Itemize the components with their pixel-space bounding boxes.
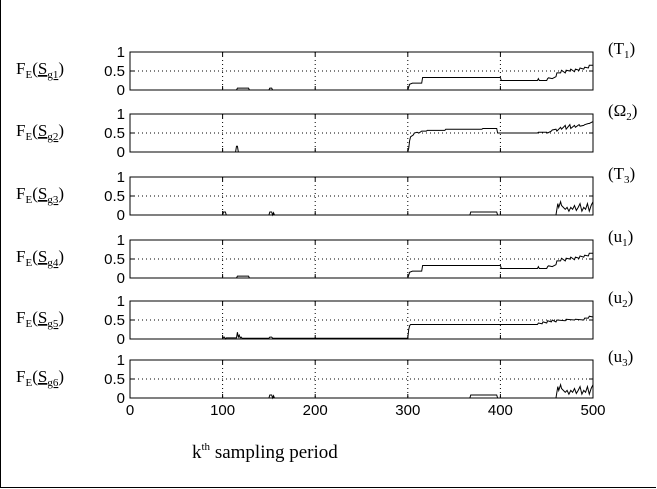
y-tick-label: 1 (117, 293, 125, 310)
y-tick-label: 0 (117, 144, 125, 161)
y-axis-label: FE(Sg4) (16, 247, 64, 269)
y-tick-label: 0 (117, 207, 125, 224)
y-tick-label: 0.5 (104, 125, 125, 142)
panel-variable-label: (T1) (608, 39, 635, 61)
x-tick-label: 200 (303, 402, 328, 419)
panel-variable-label: (u1) (608, 227, 633, 249)
panel-variable-label: (u3) (608, 347, 633, 369)
y-axis-label: FE(Sg3) (16, 184, 64, 206)
y-tick-label: 0.5 (104, 371, 125, 388)
y-tick-label: 0.5 (104, 63, 125, 80)
y-tick-label: 0 (117, 270, 125, 287)
axes-box (129, 359, 594, 399)
y-tick-label: 1 (117, 106, 125, 123)
panel-variable-label: (T3) (608, 164, 635, 186)
y-tick-label: 1 (117, 352, 125, 369)
y-tick-label: 0.5 (104, 312, 125, 329)
panel-2: 0 0.5 1 FE(Sg2) (Ω2) (16, 101, 637, 161)
series-line (130, 199, 594, 217)
axes-box (129, 176, 594, 216)
x-tick-label: 100 (210, 402, 235, 419)
y-tick-label: 1 (117, 169, 125, 186)
x-tick-label: 300 (395, 402, 420, 419)
series-line (130, 64, 593, 91)
y-axis-label: FE(Sg6) (16, 367, 64, 389)
x-tick-label: 400 (488, 402, 513, 419)
y-axis-label: FE(Sg5) (16, 308, 64, 330)
y-tick-label: 0 (117, 82, 125, 99)
panel-5: 0 0.5 1 FE(Sg5) (u2) (16, 288, 633, 348)
y-tick-label: 0 (117, 331, 125, 348)
series-line (130, 121, 594, 153)
panel-1: 0 0.5 1 FE(Sg1) (T1) (16, 39, 635, 99)
y-tick-label: 0.5 (104, 251, 125, 268)
panel-6: 0 0.5 1 FE(Sg6) (u3) (16, 347, 633, 407)
y-tick-label: 0.5 (104, 188, 125, 205)
y-tick-label: 1 (117, 232, 125, 249)
panel-variable-label: (Ω2) (608, 101, 637, 123)
axes-box (129, 51, 594, 91)
series-line (130, 315, 594, 340)
y-tick-label: 1 (117, 44, 125, 61)
panel-variable-label: (u2) (608, 288, 633, 310)
axes-box (129, 239, 594, 279)
axes-box (129, 300, 594, 340)
panel-4: 0 0.5 1 FE(Sg4) (u1) (16, 227, 633, 287)
x-axis-label: kth sampling period (192, 441, 338, 463)
y-axis-label: FE(Sg1) (16, 59, 64, 81)
x-tick-label: 500 (580, 402, 605, 419)
y-tick-label: 0 (117, 390, 125, 407)
panel-3: 0 0.5 1 FE(Sg3) (T3) (16, 164, 635, 224)
y-axis-label: FE(Sg2) (16, 121, 64, 143)
series-line (130, 382, 594, 400)
series-line (130, 252, 593, 279)
x-tick-label: 0 (126, 402, 134, 419)
